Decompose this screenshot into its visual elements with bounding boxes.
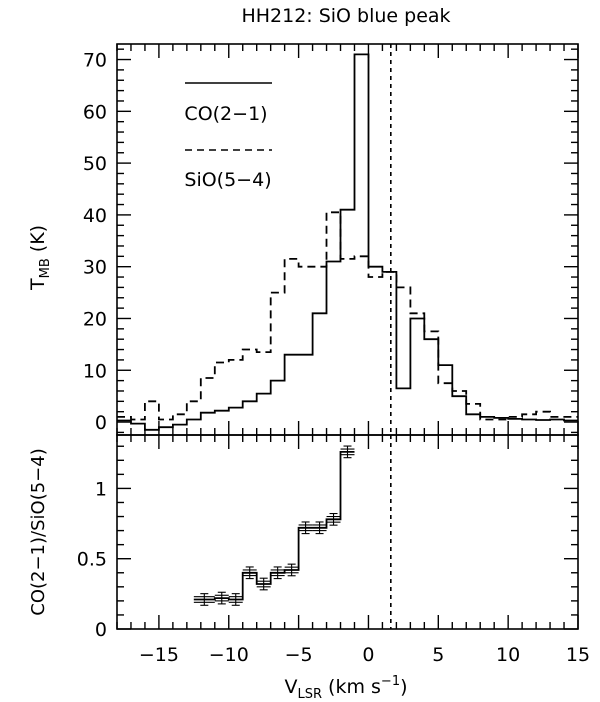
x-tick-label: 10 — [496, 644, 520, 666]
x-tick-label: 15 — [566, 644, 590, 666]
x-tick-label: −15 — [139, 644, 179, 666]
top-panel: 0 10 20 30 40 50 60 70 CO(2−1) SiO(5−4) TMB (K) — [27, 43, 579, 436]
x-tick-label: −5 — [285, 644, 313, 666]
bottom-series-lines — [193, 435, 392, 629]
bottom-y-axis-label: CO(2−1)/SiO(5−4) — [28, 448, 49, 615]
xlabel-unit: (km s — [322, 676, 381, 698]
top-series-lines — [117, 44, 578, 435]
top-y-tick-label: 70 — [83, 50, 107, 72]
top-ylabel-main: T — [27, 278, 49, 291]
x-axis-label: VLSR (km s−1) — [284, 674, 407, 702]
top-y-tick-label: 60 — [83, 101, 107, 123]
bottom-panel-frame — [116, 434, 579, 630]
legend-sio-label: SiO(5−4) — [184, 169, 271, 191]
bottom-y-ticks: 00.51 — [77, 445, 578, 641]
top-ylabel-sub: MB — [38, 258, 53, 278]
bottom-y-tick-label: 0 — [95, 619, 107, 641]
xlabel-sup: −1 — [381, 674, 400, 689]
chart-title: HH212: SiO blue peak — [241, 5, 450, 27]
top-ylabel-unit: (K) — [27, 225, 49, 258]
x-tick-label: −10 — [209, 644, 249, 666]
xlabel-close: ) — [400, 676, 407, 698]
top-y-axis-label: TMB (K) — [27, 225, 53, 291]
top-y-tick-label: 30 — [83, 257, 107, 279]
x-tick-label: 5 — [432, 644, 444, 666]
xlabel-main: V — [284, 676, 297, 698]
legend: CO(2−1) SiO(5−4) — [184, 82, 272, 191]
top-y-tick-label: 40 — [83, 205, 107, 227]
top-x-ticks — [116, 44, 579, 435]
bottom-panel: 00.51 −15 −10 −5 0 5 10 15 CO(2−1)/SiO(5−4) VL… — [28, 434, 590, 702]
top-y-tick-label: 10 — [83, 360, 107, 382]
ratio-series-line — [193, 451, 355, 601]
top-y-tick-label: 20 — [83, 308, 107, 330]
bottom-x-ticks: −15 −10 −5 0 5 10 15 — [116, 435, 590, 666]
bottom-y-tick-label: 1 — [95, 478, 107, 500]
top-y-tick-label: 0 — [95, 412, 107, 434]
xlabel-sub: LSR — [297, 687, 322, 702]
legend-co-label: CO(2−1) — [184, 103, 267, 125]
sio-series-line — [117, 211, 578, 421]
x-tick-label: 0 — [362, 644, 374, 666]
top-y-tick-label: 50 — [83, 153, 107, 175]
bottom-y-tick-label: 0.5 — [77, 549, 107, 571]
top-y-ticks: 0 10 20 30 40 50 60 70 — [83, 48, 578, 434]
co-series-line — [117, 53, 578, 431]
